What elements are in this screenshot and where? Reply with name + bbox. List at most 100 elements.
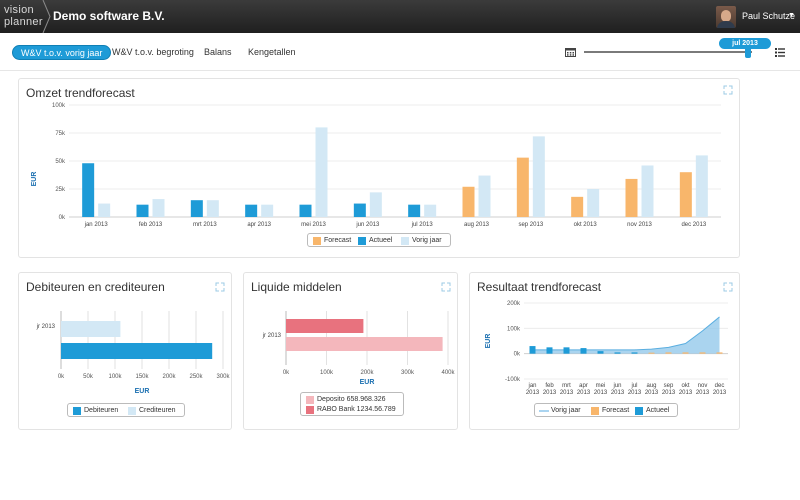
omzet-bar-vorig-jaar <box>152 199 165 217</box>
resultaat-xtick-month: jan <box>527 383 536 389</box>
legend-vorig-jaar[interactable]: Vorig jaar <box>412 237 442 244</box>
omzet-xtick: jun 2013 <box>355 222 380 228</box>
legend-swatch-rabo <box>306 406 314 414</box>
calendar-icon[interactable] <box>565 47 576 57</box>
resultaat-area-vorig-jaar <box>532 316 720 354</box>
resultaat-ytick: 0k <box>514 352 521 358</box>
resultaat-xtick-month: feb <box>545 383 554 389</box>
debiteuren-xlabel: EUR <box>135 388 150 395</box>
caret-down-icon[interactable]: ▼ <box>788 12 795 19</box>
liquide-legend: Deposito 658.968.326 RABO Bank 1234.56.7… <box>300 392 404 416</box>
omzet-legend: Forecast Actueel Vorig jaar <box>307 233 451 247</box>
liquide-panel: Liquide middelen 0k 100k 200k 300k 400k jr 2… <box>243 272 458 430</box>
period-slider-handle[interactable] <box>745 46 751 58</box>
resultaat-bar-actueel <box>597 351 604 354</box>
omzet-bar-actueel <box>408 204 421 217</box>
resultaat-ylabel: EUR <box>485 334 492 349</box>
expand-icon[interactable] <box>723 85 733 95</box>
legend-crediteuren[interactable]: Crediteuren <box>139 407 176 414</box>
liquide-chart: 0k 100k 200k 300k 400k jr 2013 EUR <box>262 311 456 386</box>
omzet-ytick: 75k <box>55 131 66 137</box>
omzet-xtick: jul 2013 <box>411 222 434 228</box>
debiteuren-xtick: 150k <box>135 374 149 380</box>
period-slider-label: jul 2013 <box>719 38 771 49</box>
debiteuren-legend: Debiteuren Crediteuren <box>67 403 185 417</box>
expand-icon[interactable] <box>441 282 451 292</box>
legend-forecast[interactable]: Forecast <box>602 407 630 414</box>
omzet-bar-vorig-jaar <box>206 200 219 217</box>
omzet-bar-forecast <box>679 172 692 217</box>
omzet-bar-vorig-jaar <box>641 165 654 217</box>
user-name[interactable]: Paul Schutze <box>742 11 796 21</box>
legend-debiteuren[interactable]: Debiteuren <box>84 407 119 414</box>
resultaat-bar-actueel <box>631 352 638 354</box>
period-slider-track[interactable] <box>584 51 752 53</box>
resultaat-xtick-year: 2013 <box>611 390 625 396</box>
tab-wv-begroting[interactable]: W&V t.o.v. begroting <box>112 47 194 57</box>
omzet-bar-vorig-jaar <box>478 175 491 217</box>
omzet-bar-actueel <box>82 163 95 217</box>
debiteuren-xtick: 100k <box>108 374 122 380</box>
resultaat-xtick-year: 2013 <box>543 390 557 396</box>
liquide-bar-rabo <box>286 319 364 333</box>
omzet-ytick: 100k <box>52 103 66 109</box>
resultaat-bar-forecast <box>716 352 723 354</box>
legend-swatch-forecast <box>313 237 321 245</box>
omzet-xtick: feb 2013 <box>139 222 163 228</box>
omzet-title: Omzet trendforecast <box>26 86 135 100</box>
omzet-ytick: 25k <box>55 187 66 193</box>
omzet-xtick: sep 2013 <box>518 222 543 228</box>
legend-swatch-vorig-jaar <box>401 237 409 245</box>
legend-forecast[interactable]: Forecast <box>324 237 352 244</box>
expand-icon[interactable] <box>723 282 733 292</box>
legend-swatch-actueel <box>358 237 366 245</box>
liquide-category: jr 2013 <box>262 333 282 339</box>
resultaat-xtick-month: mrt <box>562 383 571 389</box>
legend-rabo[interactable]: RABO Bank 1234.56.789 <box>317 406 396 413</box>
list-icon[interactable] <box>775 48 785 57</box>
liquide-bar-deposito <box>286 337 443 351</box>
resultaat-ytick: 200k <box>507 301 521 307</box>
resultaat-xtick-month: aug <box>646 383 656 389</box>
legend-actueel[interactable]: Actueel <box>369 237 393 244</box>
omzet-bar-forecast <box>625 178 638 217</box>
omzet-bar-actueel <box>353 203 366 217</box>
omzet-bar-actueel <box>190 200 203 217</box>
tab-balans[interactable]: Balans <box>204 47 232 57</box>
omzet-bar-vorig-jaar <box>587 189 600 217</box>
omzet-bar-vorig-jaar <box>695 155 708 217</box>
resultaat-chart: -100k0k100k200kjan2013feb2013mrt2013apr2… <box>485 301 728 396</box>
resultaat-xtick-year: 2013 <box>679 390 693 396</box>
liquide-xlabel: EUR <box>360 379 375 386</box>
legend-actueel[interactable]: Actueel <box>646 407 670 414</box>
resultaat-bar-actueel <box>580 348 587 354</box>
resultaat-bar-forecast <box>699 352 706 354</box>
debiteuren-panel: Debiteuren en crediteuren 0k 50k 100k 150k 2… <box>18 272 232 430</box>
omzet-xtick: dec 2013 <box>681 222 706 228</box>
resultaat-bar-forecast <box>682 352 689 354</box>
resultaat-xtick-year: 2013 <box>696 390 710 396</box>
omzet-bar-vorig-jaar <box>424 204 437 217</box>
omzet-ytick: 50k <box>55 159 66 165</box>
tab-kengetallen[interactable]: Kengetallen <box>248 47 296 57</box>
expand-icon[interactable] <box>215 282 225 292</box>
resultaat-xtick-month: dec <box>715 383 725 389</box>
omzet-xtick: apr 2013 <box>247 222 271 228</box>
liquide-xtick: 400k <box>441 370 455 376</box>
debiteuren-xtick: 250k <box>189 374 203 380</box>
legend-deposito[interactable]: Deposito 658.968.326 <box>317 396 386 403</box>
tab-wv-vorig-jaar[interactable]: W&V t.o.v. vorig jaar <box>12 45 112 60</box>
omzet-ylabel: EUR <box>31 172 38 187</box>
resultaat-xtick-year: 2013 <box>628 390 642 396</box>
resultaat-xtick-year: 2013 <box>577 390 591 396</box>
omzet-bar-actueel <box>136 204 149 217</box>
visionplanner-logo[interactable]: vision planner <box>4 4 50 30</box>
omzet-bar-vorig-jaar <box>261 204 274 217</box>
resultaat-xtick-month: mei <box>596 383 606 389</box>
top-bar: vision planner Demo software B.V. Paul S… <box>0 0 800 33</box>
legend-vorig-jaar[interactable]: Vorig jaar <box>551 407 581 414</box>
resultaat-bar-actueel <box>614 352 621 354</box>
resultaat-ytick: -100k <box>505 377 521 383</box>
user-avatar[interactable] <box>716 6 736 28</box>
resultaat-xtick-year: 2013 <box>645 390 659 396</box>
